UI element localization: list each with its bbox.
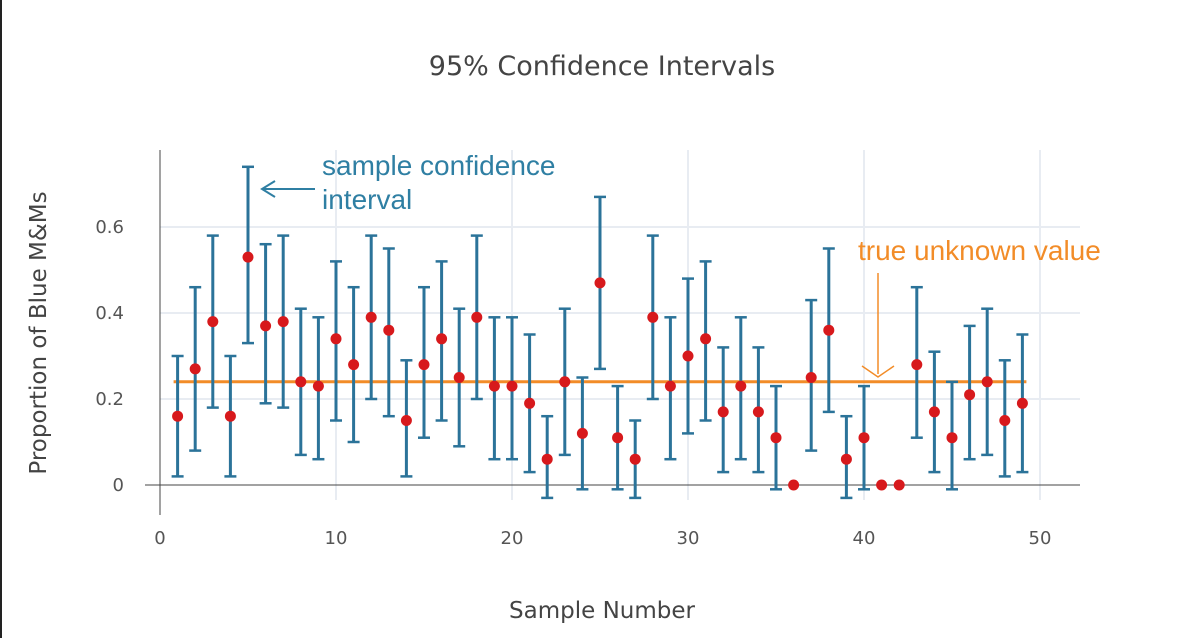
x-tick-label: 20 xyxy=(501,528,524,549)
data-point xyxy=(224,410,236,422)
data-point xyxy=(893,479,905,491)
data-point xyxy=(840,453,852,465)
data-point xyxy=(242,251,254,263)
data-point xyxy=(365,311,377,323)
data-point xyxy=(770,432,782,444)
y-tick-labels: 0 0.2 0.4 0.6 xyxy=(95,217,124,496)
data-point xyxy=(858,432,870,444)
annotation-ci-line2: interval xyxy=(322,184,412,215)
x-tick-labels: 0 10 20 30 40 50 xyxy=(154,528,1051,549)
x-tick-label: 30 xyxy=(677,528,700,549)
data-point xyxy=(436,333,448,345)
data-point xyxy=(647,311,659,323)
data-points xyxy=(172,251,1028,491)
data-point xyxy=(312,380,324,392)
data-point xyxy=(189,363,201,375)
data-point xyxy=(207,316,219,328)
data-point xyxy=(946,432,958,444)
annotation-true-value-arrowhead xyxy=(861,365,895,378)
data-point xyxy=(876,479,888,491)
data-point xyxy=(348,359,360,371)
data-point xyxy=(964,389,976,401)
data-point xyxy=(172,410,184,422)
data-point xyxy=(682,350,694,362)
data-point xyxy=(805,372,817,383)
data-point xyxy=(999,415,1011,426)
data-point xyxy=(506,380,518,392)
data-point xyxy=(277,316,289,328)
data-point xyxy=(928,406,940,418)
data-point xyxy=(1016,397,1028,409)
data-point xyxy=(612,432,624,444)
annotation-true-value-text: true unknown value xyxy=(858,235,1101,266)
data-point xyxy=(576,427,588,439)
data-point xyxy=(418,359,430,371)
annotation-ci-arrowhead xyxy=(260,180,276,198)
axes xyxy=(145,150,1080,515)
data-point xyxy=(541,453,553,465)
x-tick-label: 40 xyxy=(853,528,876,549)
annotation-ci: sample confidence interval xyxy=(260,150,555,215)
data-point xyxy=(383,324,395,336)
y-tick-label: 0.6 xyxy=(95,217,124,238)
annotation-true-value: true unknown value xyxy=(858,235,1101,378)
y-axis-label: Proportion of Blue M&Ms xyxy=(26,191,52,474)
chart-title: 95% Confidence Intervals xyxy=(429,51,775,82)
data-point xyxy=(559,376,571,388)
data-point xyxy=(664,380,676,392)
x-axis-label: Sample Number xyxy=(509,598,695,624)
data-point xyxy=(823,324,835,336)
data-point xyxy=(330,333,342,345)
data-point xyxy=(735,380,747,392)
data-point xyxy=(981,376,993,388)
data-point xyxy=(629,453,641,465)
data-point xyxy=(788,479,800,491)
data-point xyxy=(488,380,500,392)
data-point xyxy=(594,277,606,289)
y-tick-label: 0 xyxy=(113,475,124,496)
data-point xyxy=(752,406,764,418)
data-point xyxy=(911,359,923,371)
data-point xyxy=(717,406,729,418)
x-tick-label: 0 xyxy=(154,528,165,549)
x-tick-label: 50 xyxy=(1029,528,1052,549)
error-bars xyxy=(171,165,1029,500)
data-point xyxy=(400,415,412,426)
data-point xyxy=(700,333,712,345)
y-tick-label: 0.2 xyxy=(95,389,124,410)
data-point xyxy=(260,320,272,332)
data-point xyxy=(471,311,483,323)
grid xyxy=(160,150,1080,500)
x-tick-label: 10 xyxy=(325,528,348,549)
data-point xyxy=(453,372,465,383)
data-point xyxy=(524,397,536,409)
annotation-ci-line1: sample confidence xyxy=(322,150,555,181)
data-point xyxy=(295,376,307,388)
y-tick-label: 0.4 xyxy=(95,303,124,324)
